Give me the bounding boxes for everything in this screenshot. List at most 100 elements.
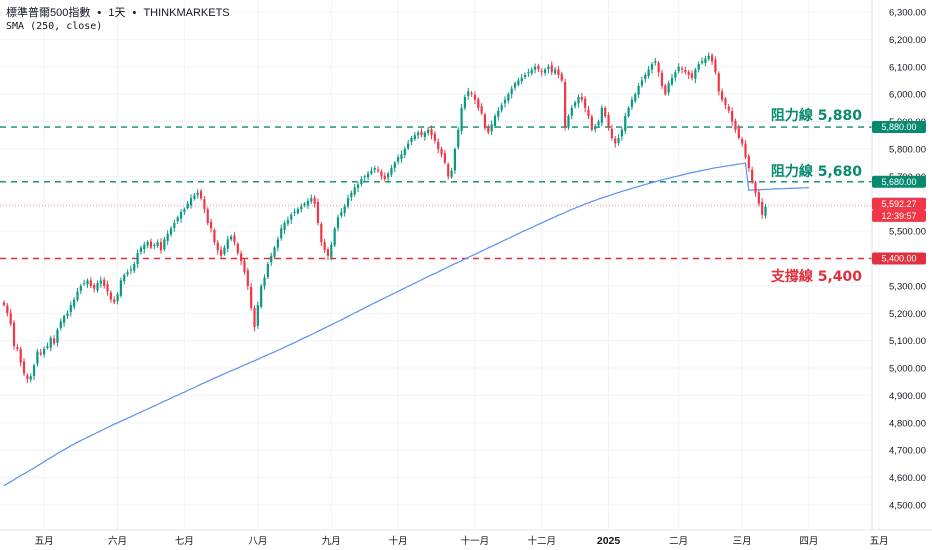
candle-body [326, 249, 330, 256]
candle [430, 125, 433, 140]
candle [654, 58, 657, 66]
candle-body [667, 83, 670, 93]
candle-body [410, 137, 413, 142]
candle-body [79, 285, 82, 291]
candle [397, 154, 400, 165]
candle-body [487, 127, 490, 133]
candle [86, 278, 89, 288]
candle-body [266, 263, 269, 278]
price-tick-label: 5,100.00 [889, 336, 926, 347]
candle-body [741, 139, 744, 144]
candle [557, 65, 560, 79]
candle [340, 208, 343, 218]
candle-body [149, 241, 153, 248]
candle-body [463, 96, 467, 108]
candle-body [76, 291, 79, 301]
candle [463, 94, 467, 111]
candle-body [714, 59, 717, 73]
candle-body [477, 99, 480, 108]
candle [410, 135, 413, 146]
candle-body [751, 169, 754, 182]
candle-body [393, 162, 396, 169]
candle [139, 245, 143, 255]
candle [533, 63, 537, 74]
candle-body [176, 217, 179, 222]
candle-body [99, 280, 102, 284]
candle-body [346, 198, 350, 207]
grid [0, 0, 880, 530]
candle [49, 335, 52, 352]
candle [587, 105, 590, 120]
candle [443, 150, 446, 165]
candle-body [717, 73, 720, 92]
candle [46, 342, 49, 350]
candle-body [420, 131, 423, 136]
candle-body [584, 98, 587, 108]
candle [373, 165, 376, 174]
candle-body [216, 242, 219, 251]
candle-body [520, 77, 523, 82]
candle [480, 103, 483, 115]
candle-body [564, 82, 567, 128]
candle-body [383, 175, 386, 180]
candle-body [557, 69, 560, 75]
candle [316, 198, 320, 226]
candle-body [624, 116, 627, 131]
candle [119, 277, 122, 298]
candle [620, 127, 623, 141]
candle [16, 343, 19, 352]
candle-body [724, 98, 727, 106]
candle [163, 236, 166, 252]
candle-body [440, 148, 443, 155]
candle-body [363, 176, 366, 178]
candle-body [273, 247, 276, 257]
candle-body [16, 347, 19, 349]
candle [554, 67, 557, 75]
time-tick-label: 五月 [870, 536, 889, 547]
candle [761, 198, 764, 219]
candle-body [604, 107, 607, 117]
candle [73, 297, 76, 310]
candle-body [497, 110, 500, 117]
candle [93, 283, 96, 293]
countdown-tag: 12:39:57 [872, 209, 926, 222]
candle [306, 198, 310, 209]
support-price-tag-bg [872, 252, 926, 265]
candle [727, 104, 730, 114]
candle [133, 261, 136, 274]
candle [230, 234, 233, 242]
candle [32, 363, 36, 381]
candle-body [380, 171, 383, 177]
candle [189, 194, 193, 209]
candle [223, 245, 226, 256]
candle [550, 61, 553, 76]
sma-indicator-label[interactable]: SMA (250, close) [6, 21, 103, 32]
candle [363, 174, 366, 182]
horizontal-lines [0, 126, 872, 260]
candle [473, 91, 477, 105]
candle-body [133, 263, 136, 271]
candle [530, 67, 533, 76]
candle-body [173, 222, 176, 228]
candle-body [510, 88, 513, 95]
candle-body [230, 236, 233, 240]
candle [19, 346, 22, 367]
symbol-title[interactable]: 標準普爾500指數 • 1天 • THINKMARKETS [6, 6, 230, 20]
candle [527, 68, 530, 77]
candle-body [533, 66, 537, 70]
candle-body [313, 197, 316, 204]
time-tick-label: 七月 [175, 536, 194, 547]
candle-body [437, 141, 440, 149]
candle-body [507, 94, 510, 101]
candle [356, 182, 360, 192]
candle-body [567, 116, 570, 128]
candle [437, 138, 440, 154]
sma-line[interactable] [3, 162, 809, 487]
candle [400, 150, 403, 164]
separator-dot: • [97, 7, 102, 19]
time-tick-label: 十一月 [461, 535, 490, 547]
candle-body [196, 192, 199, 195]
time-axis[interactable]: 五月 六月 七月 八月 九月 十月 十一月 十二月 2025 二月 三月 四月 五月 [0, 529, 932, 547]
candle-body [690, 73, 694, 78]
